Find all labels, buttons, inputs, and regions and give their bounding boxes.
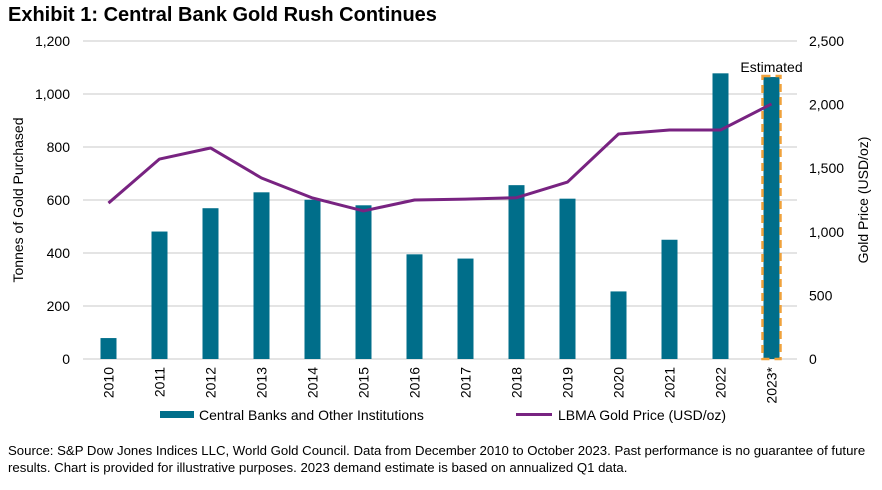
bar-series [100,73,782,361]
chart: 0 200 400 600 800 1,000 1,200 0 500 1,000 1,500 2,… [10,33,871,423]
bar [508,185,525,359]
x-tick-label: 2015 [356,367,372,398]
right-tick-label: 0 [809,351,817,367]
x-axis-ticks: 2010 2011 2012 2013 2014 2015 2016 2017 2018 2019… [101,366,780,403]
bar [253,192,270,359]
left-tick-label: 400 [47,245,71,261]
x-tick-label: 2010 [101,367,117,398]
left-tick-label: 0 [62,351,70,367]
right-tick-label: 1,000 [809,224,844,240]
left-tick-label: 600 [47,192,71,208]
right-tick-label: 2,000 [809,97,844,113]
bar [355,205,372,359]
estimated-annotation: Estimated [740,59,802,75]
x-tick-label: 2011 [152,367,168,397]
x-tick-label: 2012 [203,367,219,398]
left-axis-title: Tonnes of Gold Purchased [10,118,26,283]
chart-title: Exhibit 1: Central Bank Gold Rush Contin… [8,4,437,26]
x-tick-label: 2017 [458,367,474,398]
x-tick-label: 2018 [509,367,525,398]
estimate-outline [761,74,782,361]
bar [100,338,117,359]
bar [304,199,321,359]
bar [559,198,576,359]
line-series [107,102,773,213]
x-tick-label: 2022 [713,367,729,398]
right-tick-label: 500 [809,287,833,303]
bar [457,258,474,359]
gold-price-line [107,102,773,213]
left-tick-label: 800 [47,139,71,155]
left-tick-label: 1,200 [35,33,70,49]
bar [712,73,729,359]
x-tick-label: 2021 [662,367,678,398]
left-tick-label: 200 [47,298,71,314]
legend-bar-swatch [160,411,194,418]
footnote: Source: S&P Dow Jones Indices LLC, World… [8,443,866,475]
bar [610,291,627,359]
x-tick-label: 2014 [305,367,321,398]
right-axis-ticks: 0 500 1,000 1,500 2,000 2,500 [809,33,844,367]
bar [151,231,168,359]
x-tick-label: 2023* [764,366,780,403]
x-tick-label: 2020 [611,367,627,398]
x-tick-label: 2019 [560,367,576,398]
left-tick-label: 1,000 [35,86,70,102]
right-axis-title: Gold Price (USD/oz) [855,137,871,264]
bar [763,77,780,359]
bar [406,254,423,359]
legend-bar-label: Central Banks and Other Institutions [199,407,424,423]
bar [661,239,678,359]
left-axis-ticks: 0 200 400 600 800 1,000 1,200 [35,33,70,367]
x-tick-label: 2013 [254,367,270,398]
x-tick-label: 2016 [407,367,423,398]
right-tick-label: 2,500 [809,33,844,49]
legend-line-label: LBMA Gold Price (USD/oz) [558,407,726,423]
right-tick-label: 1,500 [809,160,844,176]
bar [202,208,219,359]
legend: Central Banks and Other Institutions LBM… [160,407,726,423]
